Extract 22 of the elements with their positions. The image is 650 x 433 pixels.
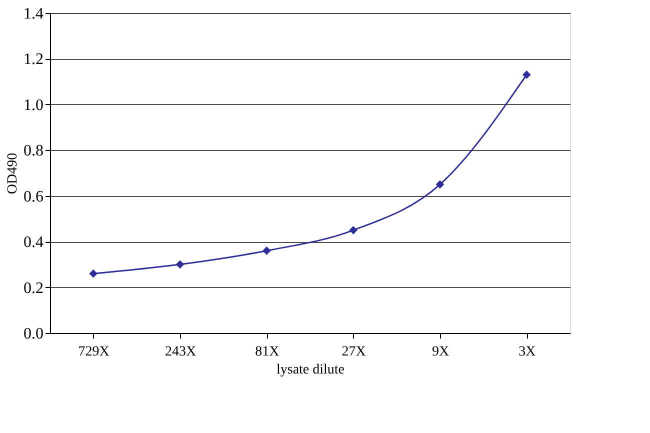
point bbox=[262, 246, 271, 255]
point bbox=[89, 269, 98, 278]
y-axis-title: OD490 bbox=[6, 152, 20, 194]
y-tick-label: 0.6 bbox=[24, 188, 44, 206]
y-tick-label: 1.4 bbox=[24, 6, 44, 22]
y-tick-label: 1.2 bbox=[24, 51, 44, 68]
y-tick-label: 0.4 bbox=[24, 234, 44, 252]
point bbox=[436, 180, 444, 189]
point bbox=[176, 260, 184, 269]
y-tick-label: 0.2 bbox=[24, 280, 44, 297]
x-tick-label: 3X bbox=[518, 344, 536, 360]
x-tick-label: 243X bbox=[164, 344, 196, 360]
x-tick-label: 9X bbox=[432, 344, 450, 360]
x-tick-label: 729X bbox=[78, 344, 110, 360]
y-tick-label: 0.0 bbox=[24, 326, 44, 342]
x-tick-label: 81X bbox=[255, 344, 280, 360]
point bbox=[349, 226, 358, 234]
y-tick-label: 1.0 bbox=[24, 96, 44, 114]
x-tick-label: 27X bbox=[342, 344, 366, 360]
point bbox=[522, 70, 531, 79]
y-tick-label: 0.8 bbox=[24, 142, 44, 160]
x-axis-title: lysate dilute bbox=[276, 362, 345, 378]
